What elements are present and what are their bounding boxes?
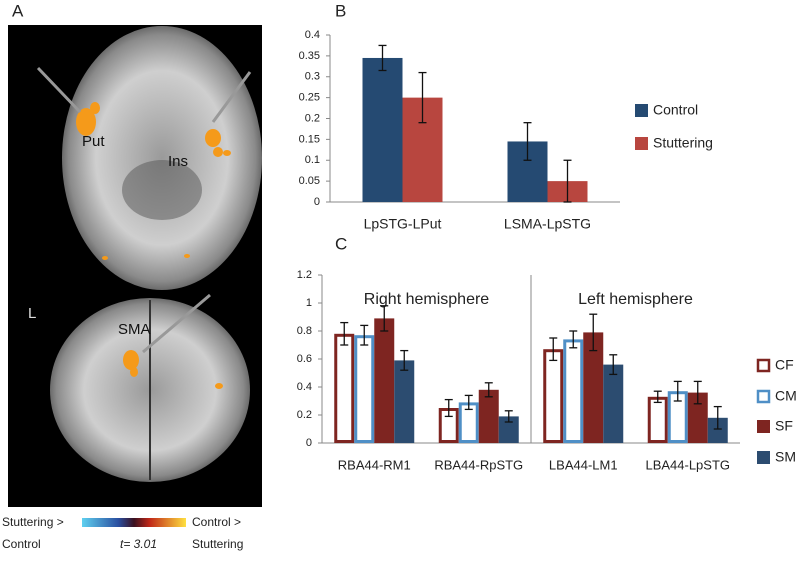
legend-swatch: [756, 389, 771, 404]
legend-swatch: [635, 137, 648, 150]
legend-swatch: [757, 451, 770, 464]
legend-label: CM: [775, 388, 797, 404]
bar: [394, 360, 415, 443]
bar: [563, 339, 584, 443]
bar: [498, 416, 519, 443]
y-tick-label: 0.4: [305, 29, 320, 41]
colorbar-label: t= 3.01: [120, 537, 157, 551]
brain-images: [8, 25, 262, 507]
legend-label: SF: [775, 418, 793, 434]
colorbar-label: Stuttering: [192, 537, 243, 551]
bar: [647, 396, 668, 443]
legend-swatch: [635, 104, 648, 117]
legend-swatch: [757, 420, 770, 433]
y-tick-label: 1.2: [297, 269, 312, 281]
y-tick-label: 0.2: [305, 112, 320, 124]
legend-label: Stuttering: [653, 135, 713, 151]
colorbar-label: Stuttering >: [2, 515, 64, 529]
annotation: Left hemisphere: [578, 291, 693, 308]
bar: [334, 333, 355, 443]
y-tick-label: 0.35: [299, 50, 320, 62]
bar: [583, 332, 604, 443]
region-label: Ins: [168, 153, 188, 170]
x-tick-label: RBA44-RpSTG: [434, 457, 523, 472]
annotation: Right hemisphere: [364, 291, 490, 308]
bar: [687, 392, 708, 443]
y-tick-label: 0.3: [305, 71, 320, 83]
x-tick-label: LBA44-LM1: [549, 457, 618, 472]
y-tick-label: 0: [314, 196, 320, 208]
bar: [543, 349, 564, 444]
y-tick-label: 0.2: [297, 409, 312, 421]
y-tick-label: 0: [306, 437, 312, 449]
bar: [707, 417, 728, 443]
y-tick-label: 0.8: [297, 325, 312, 337]
y-tick-label: 0.4: [297, 381, 312, 393]
y-tick-label: 0.05: [299, 175, 320, 187]
bar: [603, 364, 624, 443]
y-tick-label: 0.25: [299, 92, 320, 104]
colorbar-label: Control >: [192, 515, 241, 529]
panel-label: A: [12, 1, 24, 20]
x-tick-label: RBA44-RM1: [338, 457, 411, 472]
y-tick-label: 0.6: [297, 353, 312, 365]
y-tick-label: 0.1: [305, 154, 320, 166]
legend-label: SM: [775, 449, 796, 465]
y-tick-label: 0.15: [299, 133, 320, 145]
colorbar-label: Control: [2, 537, 41, 551]
panel-label: B: [335, 1, 346, 20]
bar: [374, 318, 395, 443]
colorbar: [82, 518, 186, 527]
x-tick-label: LBA44-LpSTG: [645, 457, 730, 472]
region-label: Put: [82, 133, 105, 150]
bar: [362, 57, 403, 203]
legend-swatch: [756, 358, 771, 373]
x-tick-label: LSMA-LpSTG: [504, 216, 591, 232]
panel-label: C: [335, 234, 347, 253]
side-label: L: [28, 305, 36, 322]
bar: [354, 335, 375, 444]
legend-label: CF: [775, 357, 794, 373]
y-tick-label: 1: [306, 297, 312, 309]
bar: [478, 389, 499, 443]
region-label: SMA: [118, 321, 151, 338]
x-tick-label: LpSTG-LPut: [364, 216, 442, 232]
legend-label: Control: [653, 102, 698, 118]
